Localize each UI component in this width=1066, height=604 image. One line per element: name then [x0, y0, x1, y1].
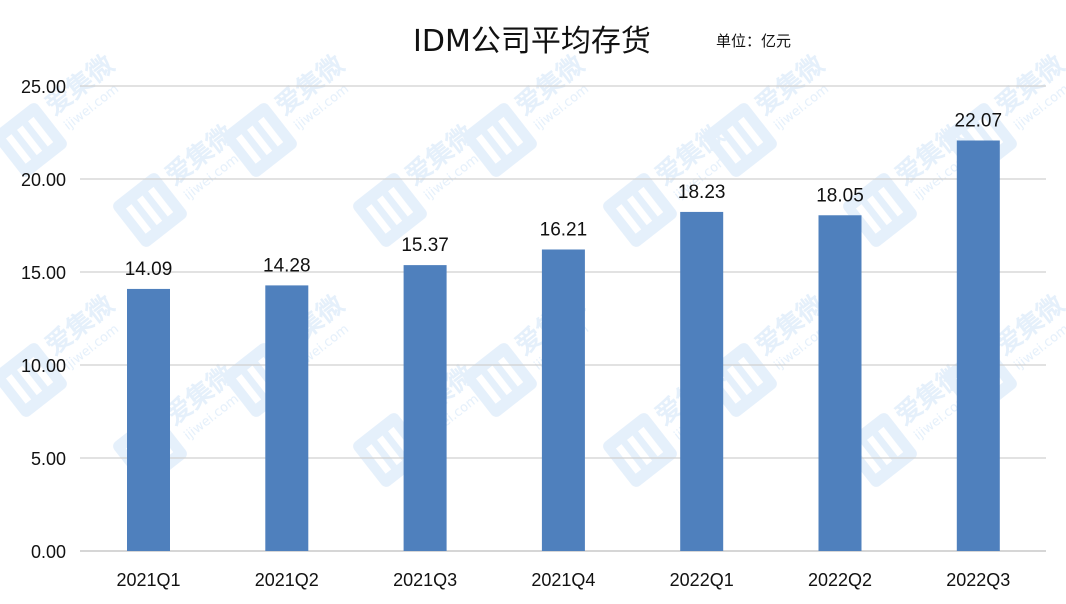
- x-tick-label: 2022Q2: [808, 570, 872, 590]
- bars: [127, 140, 1000, 552]
- x-tick-label: 2021Q4: [531, 570, 595, 590]
- data-label: 22.07: [955, 110, 1003, 131]
- x-tick-label: 2022Q3: [946, 570, 1010, 590]
- bar: [403, 265, 447, 551]
- unit-label: 单位：亿元: [716, 32, 792, 50]
- y-tick-label: 10.00: [21, 356, 66, 376]
- data-label: 14.09: [125, 259, 173, 280]
- y-tick-label: 0.00: [31, 542, 66, 562]
- y-tick-label: 20.00: [21, 170, 66, 190]
- x-tick-label: 2021Q2: [255, 570, 319, 590]
- data-label: 18.05: [816, 185, 864, 206]
- y-tick-label: 5.00: [31, 449, 66, 469]
- x-axis: 2021Q1 2021Q2 2021Q3 2021Q4 2022Q1 2022Q2 2022…: [116, 570, 1010, 590]
- y-axis: 0.00 5.00 10.00 15.00 20.00 25.00: [21, 77, 66, 562]
- x-tick-label: 2021Q1: [116, 570, 180, 590]
- bar: [818, 215, 862, 551]
- data-labels: 14.09 14.28 15.37 16.21 18.23 18.05 22.07: [125, 110, 1002, 279]
- bar: [541, 249, 585, 551]
- bar: [265, 285, 309, 551]
- x-tick-label: 2022Q1: [670, 570, 734, 590]
- chart-header: IDM公司平均存货 单位：亿元: [0, 12, 1066, 62]
- y-tick-label: 15.00: [21, 263, 66, 283]
- data-label: 18.23: [678, 182, 726, 203]
- chart-title: IDM公司平均存货: [413, 24, 651, 59]
- data-label: 16.21: [540, 219, 588, 240]
- bar: [956, 140, 1000, 552]
- y-tick-label: 25.00: [21, 77, 66, 97]
- x-tick-label: 2021Q3: [393, 570, 457, 590]
- bar: [127, 288, 170, 551]
- data-label: 15.37: [401, 235, 449, 256]
- bar: [680, 211, 724, 551]
- data-label: 14.28: [263, 255, 311, 276]
